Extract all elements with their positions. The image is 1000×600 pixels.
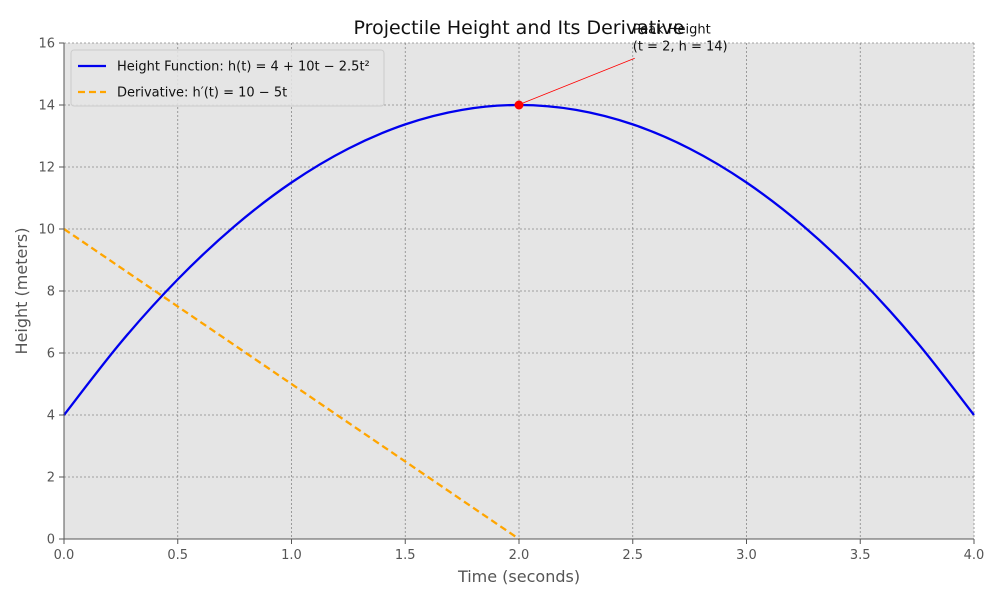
x-tick-label: 3.5	[850, 548, 871, 563]
y-tick-label: 4	[47, 409, 55, 424]
x-tick-label: 0.0	[54, 548, 75, 563]
x-axis-label: Time (seconds)	[457, 567, 580, 586]
y-tick-label: 2	[47, 471, 55, 486]
x-tick-label: 0.5	[167, 548, 188, 563]
annotation-line-1: Peak Height	[633, 22, 711, 37]
annotation-line-2: (t = 2, h = 14)	[633, 39, 728, 54]
series-layer	[63, 100, 975, 540]
x-tick-label: 3.0	[736, 548, 757, 563]
y-tick-label: 12	[38, 161, 55, 176]
x-tick-label: 2.0	[509, 548, 530, 563]
annotation-arrow	[522, 57, 635, 104]
y-tick-label: 8	[47, 285, 55, 300]
y-tick-label: 16	[38, 37, 55, 52]
legend-label-derivative: Derivative: h′(t) = 10 − 5t	[117, 86, 287, 101]
legend-box	[70, 49, 385, 107]
derivative-series-line	[63, 228, 520, 540]
y-tick-label: 14	[38, 99, 55, 114]
axes: 0.0 0.5 1.0 1.5 2.0 2.5 3.0 3.5 4.0 0 2 4 6 8 10 12 14 16	[38, 37, 984, 564]
chart-title: Projectile Height and Its Derivative	[354, 17, 685, 39]
y-tick-label: 6	[47, 347, 55, 362]
x-tick-label: 2.5	[622, 548, 643, 563]
peak-point-marker	[514, 100, 524, 110]
y-axis-label: Height (meters)	[12, 228, 31, 355]
annotation: Peak Height (t = 2, h = 14)	[522, 22, 728, 104]
legend: Height Function: h(t) = 4 + 10t − 2.5t² …	[70, 49, 385, 107]
x-tick-label: 4.0	[964, 548, 985, 563]
x-tick-label: 1.0	[281, 548, 302, 563]
y-tick-label: 0	[47, 533, 55, 548]
y-tick-label: 10	[38, 223, 55, 238]
legend-label-height: Height Function: h(t) = 4 + 10t − 2.5t²	[117, 60, 370, 75]
x-tick-label: 1.5	[395, 548, 416, 563]
